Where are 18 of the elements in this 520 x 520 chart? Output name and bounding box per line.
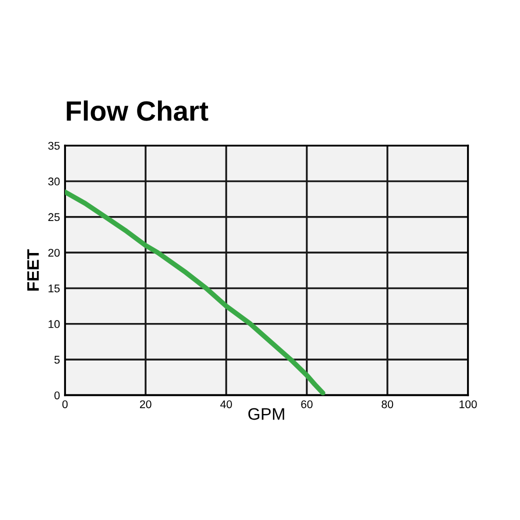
x-tick-label: 60 — [301, 400, 313, 408]
y-tick-label: 35 — [48, 142, 60, 150]
y-tick-label: 20 — [48, 248, 60, 257]
y-tick-label: 0 — [54, 391, 60, 400]
y-tick-label: 25 — [48, 213, 60, 222]
y-tick-label: 15 — [48, 284, 60, 292]
line-series — [65, 190, 326, 396]
x-tick-label: 20 — [140, 400, 152, 408]
y-tick-label: 5 — [54, 356, 60, 364]
x-axis-title: GPM — [248, 408, 284, 420]
x-tick-label: 100 — [460, 400, 477, 408]
x-tick-label: 0 — [62, 400, 68, 408]
y-axis-title: FEET — [27, 249, 39, 291]
x-tick-label: 80 — [382, 400, 394, 408]
y-tick-label: 10 — [48, 320, 60, 328]
chart-title: Flow Chart — [66, 100, 208, 121]
y-tick-label: 30 — [48, 178, 60, 186]
x-tick-label: 40 — [220, 400, 232, 408]
